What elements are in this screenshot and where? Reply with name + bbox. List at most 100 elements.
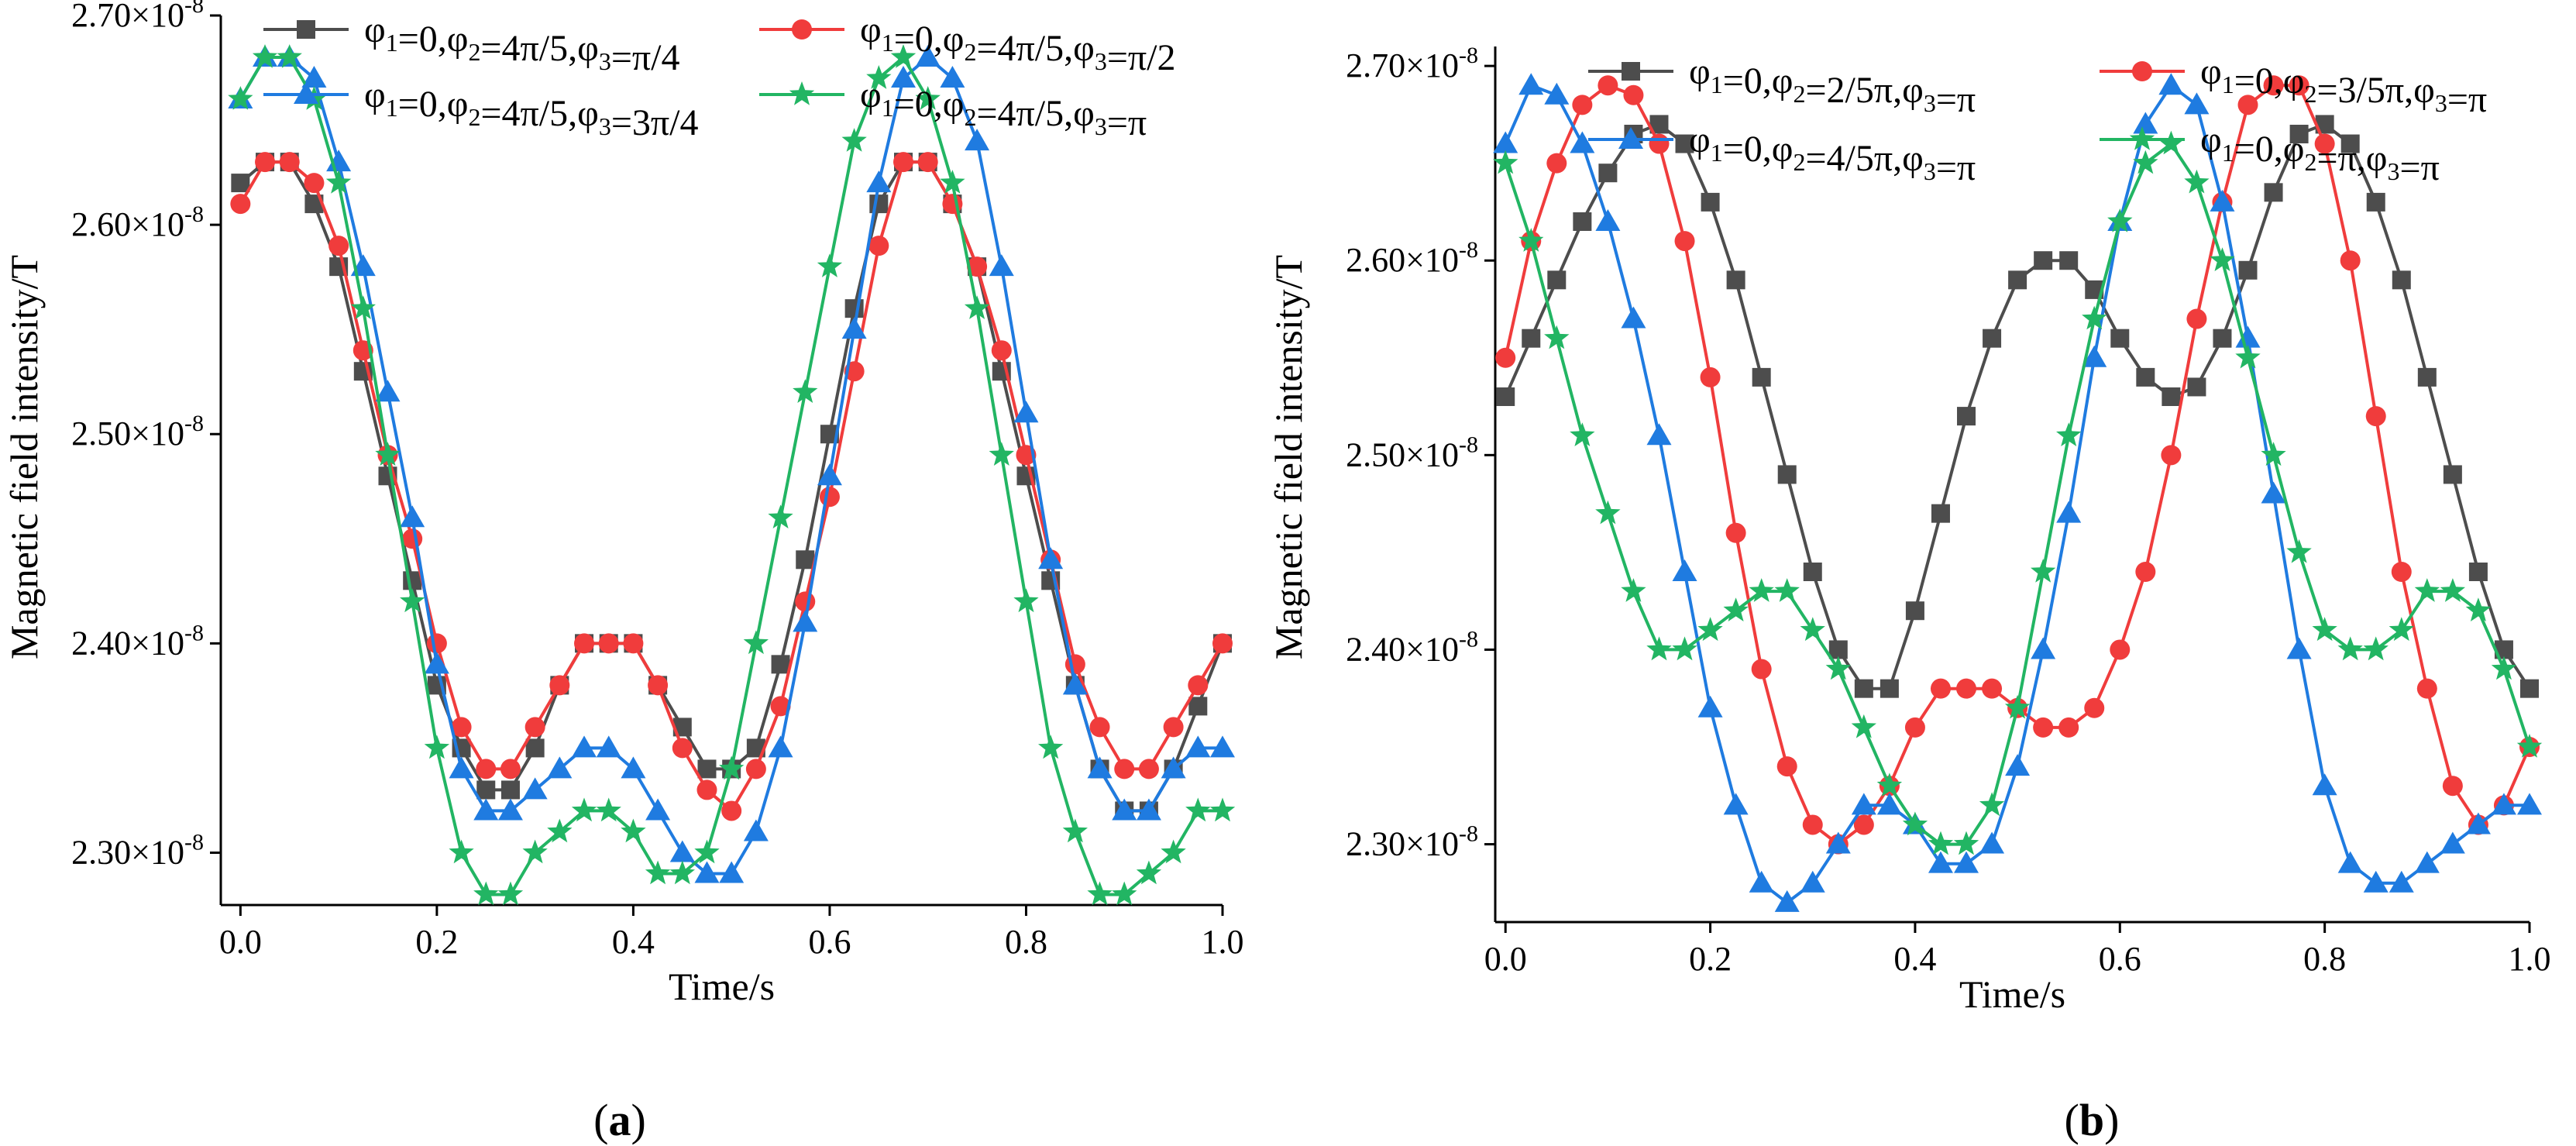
data-point (279, 152, 300, 173)
data-point (1979, 831, 2005, 854)
data-point (1803, 563, 1822, 581)
data-point (2110, 329, 2130, 348)
data-point (497, 881, 524, 906)
series-4 (1493, 130, 2543, 855)
data-point (1752, 367, 1771, 387)
data-point (2210, 247, 2235, 271)
data-point (1928, 851, 1953, 873)
data-point (917, 152, 938, 173)
x-tick-label: 0.6 (2099, 940, 2141, 978)
data-point (350, 295, 376, 319)
data-point (2363, 870, 2389, 893)
data-point (424, 735, 450, 759)
legend-label: φ1=0,φ2=4π/5,φ3=π/4 (364, 9, 679, 78)
data-point (890, 44, 917, 68)
data-point (743, 630, 769, 655)
data-point (1013, 401, 1039, 423)
data-point (1623, 84, 1644, 105)
legend-label: φ1=0,φ2=3/5π,φ3=π (2200, 51, 2487, 120)
legend-label: φ1=0,φ2=4π/5,φ3=3π/4 (364, 74, 698, 143)
data-point (2158, 73, 2184, 95)
data-point (2059, 251, 2079, 270)
x-tick-label: 0.8 (2303, 940, 2346, 978)
data-point (940, 66, 965, 88)
panel-label: (b) (2065, 1095, 2120, 1145)
data-point (1930, 678, 1951, 699)
data-point (2365, 406, 2386, 427)
data-point (1112, 881, 1137, 906)
data-point (1038, 547, 1064, 570)
data-point (2058, 717, 2079, 738)
data-point (2133, 112, 2158, 134)
data-point (770, 696, 791, 717)
data-point (672, 738, 693, 759)
data-point (915, 86, 941, 110)
data-point (2261, 481, 2286, 504)
data-point (1188, 697, 1208, 716)
data-point (1697, 695, 1723, 718)
data-point (547, 756, 573, 779)
data-point (2213, 329, 2232, 348)
data-point (2491, 656, 2517, 680)
series-3 (228, 45, 1235, 883)
data-point (1493, 150, 1518, 174)
data-point (915, 45, 941, 67)
data-point (2337, 636, 2363, 661)
data-point (2004, 694, 2031, 719)
legend-marker (792, 19, 812, 40)
data-point (473, 881, 499, 906)
data-point (228, 86, 253, 110)
chart-panel-a: 0.0 0.2 0.4 0.6 0.8 1.0 2.30×10-8 2.40×10-8 2.50… (2, 0, 1244, 1145)
data-point (743, 819, 769, 841)
data-point (1851, 714, 1876, 738)
data-point (1188, 675, 1209, 696)
data-point (2056, 501, 2082, 523)
data-point (694, 839, 720, 864)
data-point (793, 379, 818, 403)
data-point (2517, 793, 2542, 815)
data-point (1905, 601, 1924, 621)
data-point (2442, 776, 2463, 797)
data-point (1573, 212, 1592, 231)
data-point (648, 675, 669, 696)
data-point (375, 380, 401, 402)
data-point (1621, 578, 1646, 602)
x-tick-label: 0.8 (1005, 923, 1047, 961)
x-tick-label: 0.0 (1484, 940, 1527, 978)
data-point (596, 735, 621, 758)
data-point (1800, 617, 1825, 642)
data-point (400, 588, 425, 613)
data-point (1161, 839, 1186, 864)
data-point (893, 152, 914, 173)
data-point (2312, 773, 2337, 796)
data-point (2031, 559, 2056, 583)
data-point (1572, 95, 1593, 115)
data-point (2135, 562, 2156, 582)
data-point (2110, 639, 2131, 660)
data-point (2238, 260, 2258, 280)
data-point (2366, 192, 2385, 212)
data-point (1210, 735, 1235, 758)
data-point (1928, 831, 1954, 855)
data-point (1774, 890, 1800, 912)
data-point (669, 860, 695, 885)
data-point (1621, 306, 1646, 329)
data-point (2286, 637, 2312, 659)
data-point (2314, 133, 2335, 154)
data-point (325, 170, 352, 194)
data-point (1595, 500, 1621, 525)
data-point (967, 256, 988, 277)
data-point (2443, 465, 2462, 484)
data-point (768, 504, 793, 528)
data-point (2414, 851, 2440, 873)
x-tick-label: 1.0 (1202, 923, 1244, 961)
data-point (1544, 325, 1570, 349)
data-point (2133, 150, 2158, 174)
data-point (2082, 345, 2107, 367)
data-point (1138, 759, 1159, 779)
data-point (525, 738, 545, 758)
data-point (965, 129, 990, 151)
data-point (1876, 793, 1902, 815)
data-point (2312, 617, 2337, 642)
data-point (964, 295, 990, 319)
